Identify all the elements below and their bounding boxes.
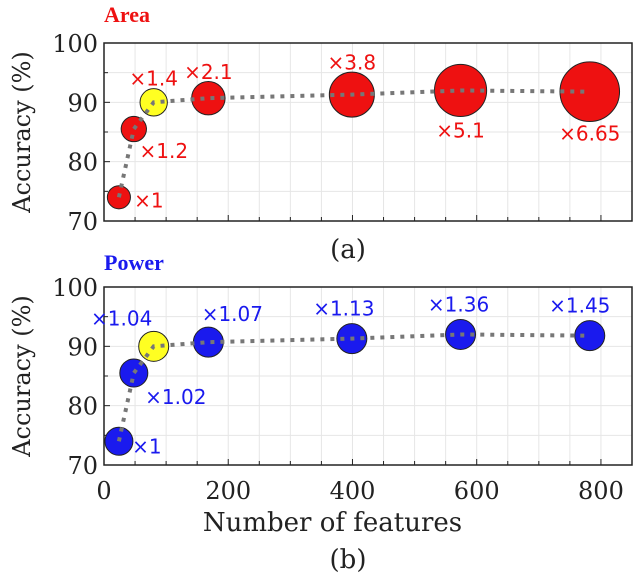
y-tick-label: 80 [67, 149, 98, 177]
data-bubble [120, 115, 147, 143]
panel-area: 70 80 90 100 Accuracy (%) (a) Area ×1 ×1.2 ×1.4 ×2… [8, 2, 633, 265]
data-label: ×1.04 [91, 306, 152, 330]
y-axis-label: Accuracy (%) [8, 295, 36, 458]
data-label: ×1.45 [549, 294, 610, 318]
x-axis-label: Number of features [203, 508, 462, 538]
y-tick-label: 100 [52, 30, 98, 58]
y-tick-label: 100 [52, 274, 98, 302]
data-label: ×1.2 [140, 139, 189, 163]
trend-line [116, 332, 590, 442]
data-bubble [119, 358, 149, 388]
data-label: ×6.65 [559, 122, 620, 146]
y-tick-label: 90 [67, 89, 98, 117]
data-label: ×2.1 [184, 60, 233, 84]
y-tick-label: 80 [67, 393, 98, 421]
y-tick-label: 70 [67, 208, 98, 236]
x-tick-label: 800 [578, 477, 624, 505]
data-label: ×1.4 [129, 66, 178, 90]
panel-caption: (b) [330, 545, 367, 575]
data-bubble [191, 80, 226, 116]
data-label: ×1.07 [202, 302, 263, 326]
data-bubble [574, 320, 606, 352]
panel-caption: (a) [330, 235, 366, 265]
y-tick-label: 70 [67, 452, 98, 480]
data-label: ×1.13 [313, 297, 374, 321]
data-label: ×1 [132, 434, 161, 458]
panel-title: Area [104, 2, 150, 27]
data-label: ×1.02 [145, 385, 206, 409]
x-tick-label: 0 [96, 477, 111, 505]
data-label: ×5.1 [436, 118, 485, 142]
data-label: ×1.36 [428, 292, 489, 316]
data-label: ×3.8 [328, 51, 377, 75]
panel-power: 70 80 90 100 0 200 400 600 800 Accuracy (%) Number… [8, 250, 633, 575]
x-tick-label: 400 [330, 477, 376, 505]
data-bubble [559, 61, 621, 122]
panel-title: Power [104, 250, 164, 275]
trend-line [116, 88, 590, 198]
data-label: ×1 [134, 188, 163, 212]
x-tick-label: 600 [454, 477, 500, 505]
data-bubble [192, 326, 224, 358]
y-axis-label: Accuracy (%) [8, 51, 36, 214]
y-tick-label: 90 [67, 333, 98, 361]
x-tick-label: 200 [205, 477, 251, 505]
